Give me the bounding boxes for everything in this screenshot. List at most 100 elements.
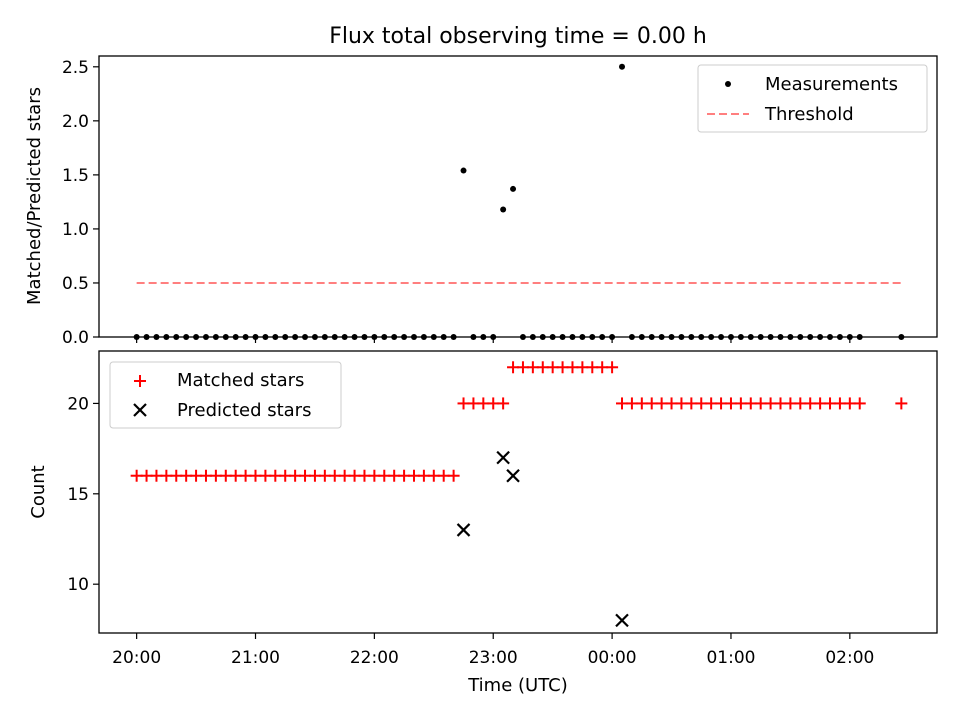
measurement-point (688, 334, 695, 340)
measurement-point (371, 334, 378, 340)
measurement-point (529, 334, 536, 340)
top-panel-frame (98, 55, 938, 338)
y-tick-label: 2.5 (62, 58, 89, 78)
measurement-point (430, 334, 437, 340)
measurement-point (579, 334, 586, 340)
measurement-point (153, 334, 160, 340)
bottom-legend-box (109, 361, 342, 429)
measurement-point (282, 334, 289, 340)
measurement-point (708, 334, 715, 340)
matched-star-point (895, 397, 908, 410)
measurement-point (193, 334, 200, 340)
top-panel: 0.0 0.5 1.0 1.5 2.0 2.5 Matched/Predicted sta… (24, 55, 938, 348)
top-y-ticks: 0.0 0.5 1.0 1.5 2.0 2.5 (62, 58, 99, 348)
legend-threshold-label: Threshold (764, 104, 854, 125)
predicted-star-point (506, 468, 520, 483)
measurement-point (898, 334, 905, 340)
measurement-point (222, 334, 229, 340)
measurement-point (539, 334, 546, 340)
measurement-point (807, 334, 814, 340)
measurement-point (797, 334, 804, 340)
measurement-point (173, 334, 180, 340)
y-tick-label: 1.0 (62, 220, 89, 240)
measurement-point (817, 334, 824, 340)
measurement-point (202, 334, 209, 340)
measurement-point (361, 334, 368, 340)
y-tick-label: 20 (67, 394, 89, 414)
measurement-point (341, 334, 348, 340)
measurement-point (163, 334, 170, 340)
y-tick-label: 15 (67, 485, 89, 505)
bottom-legend: Matched stars Predicted stars (109, 361, 342, 429)
measurement-point (628, 334, 635, 340)
measurement-point (420, 334, 427, 340)
x-tick-label: 01:00 (706, 648, 755, 668)
x-tick-label: 00:00 (588, 648, 637, 668)
chart-title: Flux total observing time = 0.00 h (329, 24, 707, 49)
top-y-axis-label: Matched/Predicted stars (24, 87, 45, 305)
measurement-point (143, 334, 150, 340)
measurement-point (133, 334, 140, 340)
measurement-point (470, 334, 477, 340)
matched-star-point (606, 361, 619, 374)
measurement-point (391, 334, 398, 340)
measurement-point (401, 334, 408, 340)
bottom-y-ticks: 10 15 20 (67, 394, 99, 595)
bottom-marks (130, 361, 908, 628)
measurement-point (440, 334, 447, 340)
measurement-point (450, 334, 457, 340)
measurement-point (638, 334, 645, 340)
measurement-point (381, 334, 388, 340)
measurement-point (252, 334, 259, 340)
measurement-point (718, 334, 725, 340)
y-tick-label: 10 (67, 575, 89, 595)
measurement-point (599, 334, 606, 340)
measurement-point (668, 334, 675, 340)
measurement-point (827, 334, 834, 340)
bottom-y-axis-label: Count (28, 465, 49, 518)
y-tick-label: 0.5 (62, 274, 89, 294)
measurement-point (490, 334, 497, 340)
measurement-point (678, 334, 685, 340)
measurement-point (559, 334, 566, 340)
predicted-star-point (496, 450, 510, 465)
measurement-point (410, 334, 417, 340)
x-tick-label: 22:00 (350, 648, 399, 668)
legend-predicted-marker (133, 403, 147, 417)
measurement-point (767, 334, 774, 340)
predicted-star-point (615, 613, 629, 628)
measurement-point (648, 334, 655, 340)
matched-star-point (447, 469, 460, 482)
measurement-point (519, 334, 526, 340)
legend-matched-label: Matched stars (177, 370, 304, 391)
measurement-point (727, 334, 734, 340)
measurement-point (787, 334, 794, 340)
y-tick-label: 0.0 (62, 328, 89, 348)
measurement-point (836, 334, 843, 340)
measurement-point (311, 334, 318, 340)
measurement-point (262, 334, 269, 340)
bottom-panel: 10 15 20 20:00 21:00 22:00 23:00 00:00 01:00 02:… (28, 350, 938, 696)
top-legend-box (697, 64, 928, 133)
y-tick-label: 2.0 (62, 112, 89, 132)
measurement-point (331, 334, 338, 340)
legend-measurements-label: Measurements (765, 74, 898, 95)
measurement-point (321, 334, 328, 340)
measurement-point (302, 334, 309, 340)
bottom-x-ticks: 20:00 21:00 22:00 23:00 00:00 01:00 02:00 (112, 633, 874, 668)
top-legend: Measurements Threshold (697, 64, 928, 133)
legend-matched-marker (134, 375, 146, 387)
matched-star-point (497, 397, 510, 410)
measurement-point (460, 167, 467, 174)
legend-measurements-marker (725, 81, 731, 87)
measurement-point (272, 334, 279, 340)
x-axis-label: Time (UTC) (467, 675, 568, 696)
measurement-point (183, 334, 190, 340)
measurement-point (747, 334, 754, 340)
measurement-point (589, 334, 596, 340)
bottom-panel-frame (98, 350, 938, 634)
x-tick-label: 20:00 (112, 648, 161, 668)
measurement-point (619, 63, 626, 70)
measurement-point (569, 334, 576, 340)
measurement-point (232, 334, 239, 340)
